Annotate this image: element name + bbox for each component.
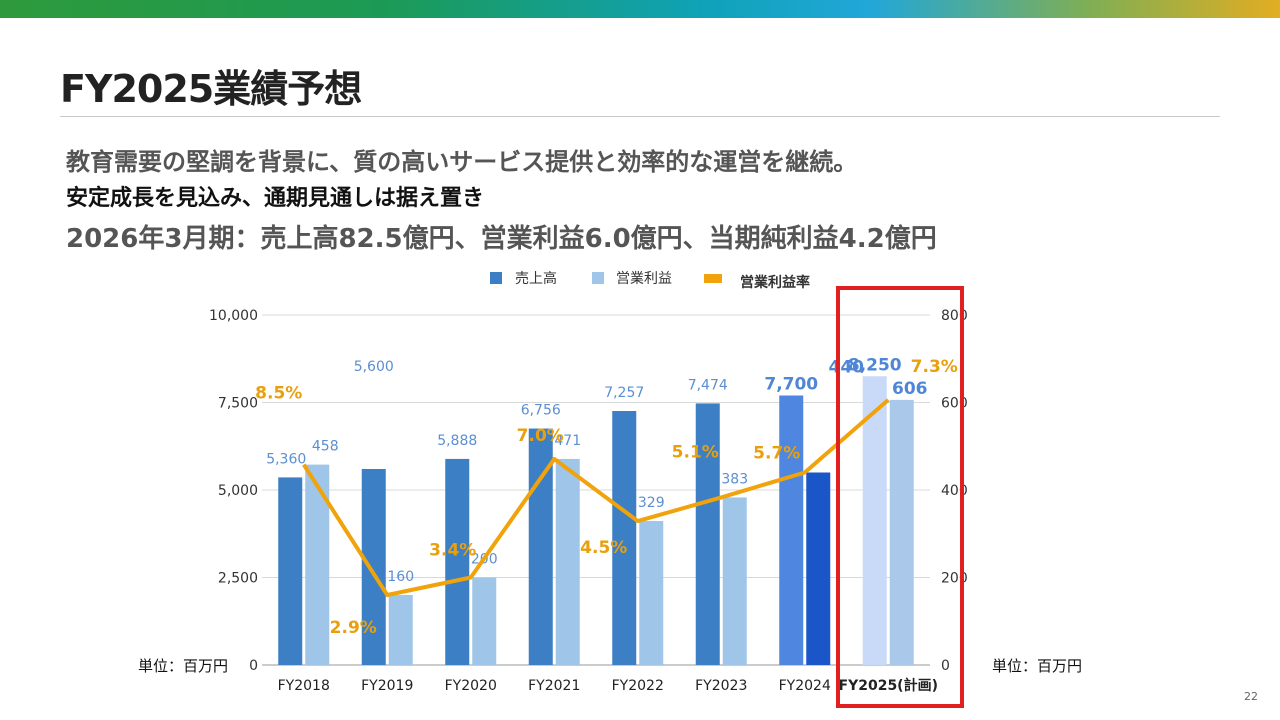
sales-bar: [862, 376, 887, 665]
sales-data-label: 7,257: [604, 385, 644, 401]
sales-bar: [779, 395, 804, 665]
margin-data-label: 8.5%: [255, 384, 302, 404]
x-category-label: FY2024: [779, 678, 831, 694]
legend-label-profit: 営業利益: [616, 271, 672, 287]
sales-data-label: 8,250: [848, 355, 902, 375]
sales-bar: [612, 411, 637, 665]
operating-profit-bar: [472, 577, 497, 665]
margin-data-label: 4.5%: [580, 538, 627, 558]
margin-data-label: 5.1%: [672, 442, 719, 462]
legend-swatch-profit: [592, 272, 604, 284]
profit-data-label: 606: [892, 379, 928, 399]
sales-bar: [278, 477, 303, 665]
margin-data-label: 5.7%: [753, 444, 800, 464]
margin-data-label: 2.9%: [330, 618, 377, 638]
sales-data-label: 5,888: [437, 433, 477, 449]
unit-label-left: 単位：百万円: [138, 657, 229, 675]
legend-label-margin: 営業利益率: [740, 274, 810, 291]
y-tick-left: 7,500: [218, 396, 258, 412]
unit-label-right: 単位：百万円: [992, 657, 1083, 675]
x-category-label: FY2021: [528, 678, 580, 694]
sales-data-label: 5,600: [354, 359, 394, 375]
x-category-label: FY2025(計画): [839, 677, 938, 694]
sales-data-label: 6,756: [521, 403, 561, 419]
plan-highlight-frame: [836, 286, 964, 708]
operating-profit-bar: [555, 458, 580, 665]
message-line-3: 2026年3月期：売上高82.5億円、営業利益6.0億円、当期純利益4.2億円: [66, 224, 937, 254]
title-divider: [60, 116, 1220, 117]
x-category-label: FY2022: [612, 678, 664, 694]
operating-profit-bar: [806, 472, 831, 665]
legend-swatch-sales: [490, 272, 502, 284]
operating-profit-bar: [305, 464, 330, 665]
sales-data-label: 7,474: [688, 377, 728, 393]
margin-data-label: 3.4%: [429, 541, 476, 561]
margin-line: [302, 398, 890, 597]
page-title: FY2025業績予想: [60, 67, 362, 111]
x-category-label: FY2023: [695, 678, 747, 694]
profit-data-label: 458: [312, 439, 339, 455]
legend-swatch-margin: [704, 274, 722, 283]
page-number: 22: [1244, 690, 1258, 703]
y-tick-left: 0: [249, 658, 258, 674]
message-line-1: 教育需要の堅調を背景に、質の高いサービス提供と効率的な運営を継続。: [66, 148, 858, 176]
sales-data-label: 7,700: [764, 375, 818, 395]
y-tick-left: 2,500: [218, 571, 258, 587]
operating-profit-bar: [639, 521, 664, 665]
sales-bar: [695, 403, 720, 665]
message-line-2: 安定成長を見込み、通期見通しは据え置き: [66, 186, 485, 211]
profit-data-label: 471: [554, 433, 581, 449]
operating-profit-bar: [388, 595, 413, 665]
top-accent-bar: [0, 0, 1280, 18]
y-tick-right: 0: [941, 658, 950, 674]
profit-data-label: 160: [387, 569, 414, 585]
margin-data-label: 7.3%: [911, 357, 958, 377]
y-tick-left: 5,000: [218, 483, 258, 499]
x-category-label: FY2019: [361, 678, 413, 694]
legend-label-sales: 売上高: [515, 270, 557, 287]
sales-bar: [445, 458, 470, 665]
profit-data-label: 383: [721, 471, 748, 487]
margin-data-label: 7.0%: [517, 426, 564, 446]
sales-bar: [361, 469, 386, 665]
operating-profit-bar: [889, 399, 914, 665]
y-tick-left: 10,000: [209, 308, 258, 324]
x-category-label: FY2020: [445, 678, 497, 694]
sales-data-label: 5,360: [266, 451, 306, 467]
operating-profit-bar: [722, 497, 747, 665]
x-category-label: FY2018: [278, 678, 330, 694]
profit-data-label: 329: [638, 495, 665, 511]
